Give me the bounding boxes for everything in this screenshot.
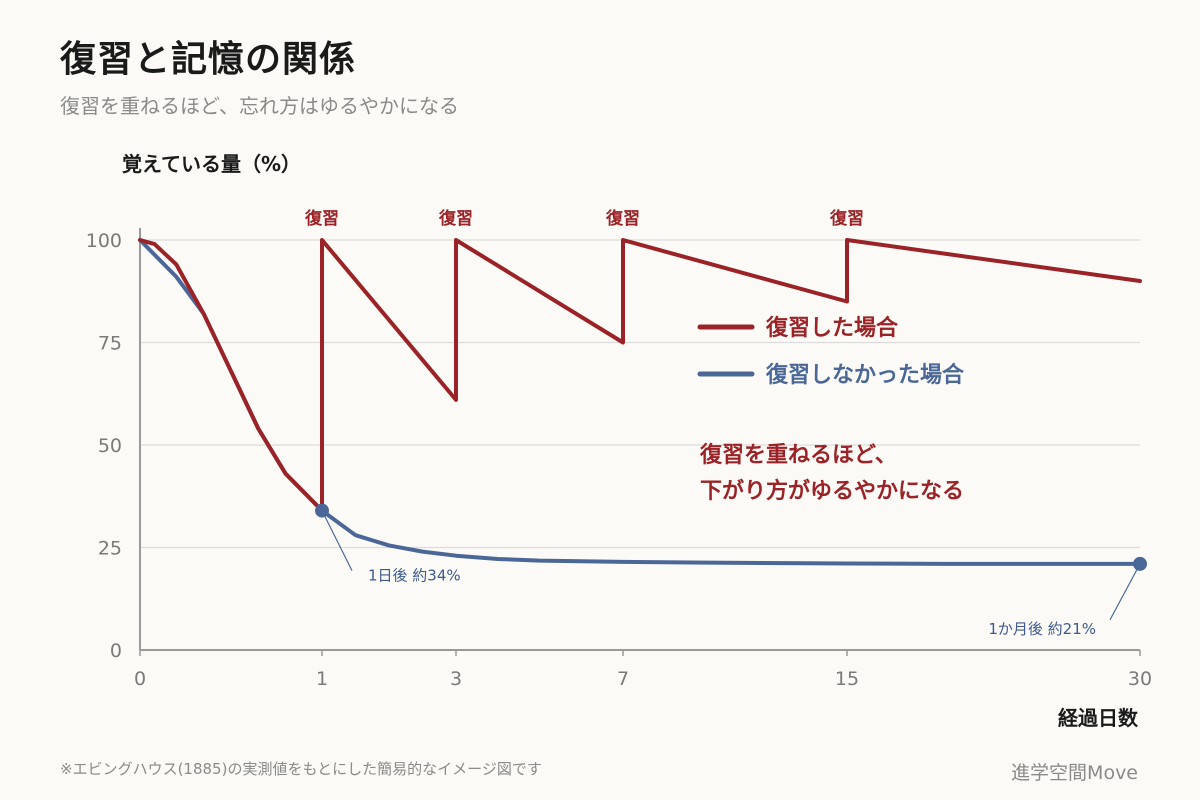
y-tick-label: 50	[98, 435, 122, 457]
review-marker-label: 復習	[605, 208, 640, 229]
x-tick-label: 15	[835, 668, 859, 690]
review-series-line	[138, 238, 1142, 513]
y-axis-label: 覚えている量（%）	[122, 152, 302, 176]
legend-entry-label: 復習した場合	[765, 315, 899, 341]
y-tick-label: 100	[86, 230, 122, 252]
y-tick-label: 75	[98, 333, 122, 355]
x-tick-label: 3	[450, 668, 462, 690]
x-tick-label: 7	[617, 668, 629, 690]
x-tick-label: 30	[1128, 668, 1152, 690]
annotation-point	[1133, 556, 1147, 571]
annotation-leader-line	[321, 510, 353, 571]
annotation-point	[315, 503, 329, 518]
chart-subtitle: 復習を重ねるほど、忘れ方はゆるやかになる	[60, 94, 459, 118]
review-marker-label: 復習	[829, 208, 864, 229]
chart-title: 復習と記憶の関係	[60, 39, 357, 80]
annotation-label: 1日後 約34%	[368, 567, 461, 585]
review-marker-label: 復習	[438, 208, 473, 229]
y-tick-label: 25	[98, 538, 122, 560]
annotation-leader-line	[1109, 563, 1141, 621]
x-axis-label: 経過日数	[1058, 706, 1138, 730]
annotation-label: 1か月後 約21%	[988, 620, 1096, 638]
callout-text: 下がり方がゆるやかになる	[700, 478, 964, 504]
no-review-series-line	[138, 238, 1142, 566]
legend-entry-label: 復習しなかった場合	[765, 362, 965, 388]
x-tick-label: 0	[134, 668, 146, 690]
footnote: ※エビングハウス(1885)の実測値をもとにした簡易的なイメージ図です	[60, 760, 542, 778]
callout-text: 復習を重ねるほど、	[699, 442, 897, 468]
y-tick-label: 0	[110, 640, 122, 662]
review-marker-label: 復習	[304, 208, 339, 229]
x-tick-label: 1	[316, 668, 328, 690]
brand-name: 進学空間Move	[1011, 762, 1138, 784]
